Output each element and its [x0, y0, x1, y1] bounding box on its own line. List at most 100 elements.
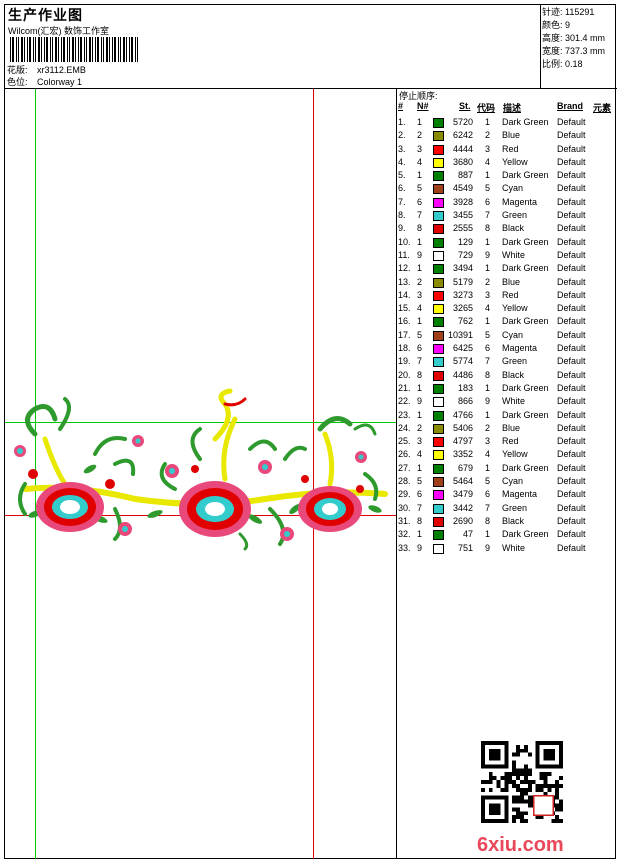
- row-index: 1.: [398, 117, 406, 127]
- row-index: 17.: [398, 329, 411, 340]
- qr-module: [516, 772, 521, 777]
- stop-sequence-title: 停止顺序:: [399, 91, 438, 101]
- row-stitches: 3273: [452, 289, 473, 300]
- qr-module: [539, 764, 544, 769]
- qr-module: [496, 764, 501, 769]
- row-index: 13.: [398, 276, 411, 287]
- color-swatch: [433, 503, 444, 514]
- table-row: 23. 1 4766 1 Dark Green Default: [397, 409, 617, 422]
- design-file-line: 花版: xr3112.EMB: [7, 63, 86, 76]
- scale: 比例: 0.18: [542, 59, 583, 69]
- row-description: Black: [502, 369, 525, 380]
- qr-module: [523, 776, 528, 781]
- qr-module: [520, 772, 524, 777]
- row-brand: Default: [557, 223, 586, 234]
- row-brand: Default: [557, 515, 586, 526]
- qr-module: [516, 799, 521, 804]
- table-row: 29. 6 3479 6 Magenta Default: [397, 488, 617, 501]
- barcode-bar: [118, 37, 119, 62]
- site-logo: 6xiu.com: [477, 834, 564, 856]
- row-needle: 7: [417, 502, 423, 513]
- qr-module: [543, 748, 548, 753]
- row-stitches: 887: [457, 170, 473, 181]
- barcode-bar: [67, 37, 68, 62]
- barcode-bar: [78, 37, 79, 62]
- qr-module: [523, 819, 528, 823]
- color-swatch: [433, 290, 444, 301]
- row-needle: 4: [417, 449, 423, 460]
- qr-module: [559, 744, 563, 749]
- qr-module: [523, 768, 528, 773]
- col-header-stitches: St.: [459, 101, 471, 111]
- row-needle: 1: [417, 170, 423, 181]
- qr-module: [516, 768, 521, 773]
- qr-module: [492, 756, 497, 761]
- color-swatch: [433, 330, 444, 341]
- row-brand: Default: [557, 276, 586, 287]
- row-brand: Default: [557, 396, 586, 407]
- row-index: 19.: [398, 356, 411, 367]
- color-swatch: [433, 211, 444, 222]
- row-index: 7.: [398, 196, 406, 207]
- row-stitches: 6425: [452, 343, 473, 354]
- qr-module: [547, 783, 552, 788]
- qr-module: [547, 787, 552, 792]
- row-needle: 1: [417, 263, 423, 274]
- row-needle: 1: [417, 236, 423, 247]
- table-row: 12. 1 3494 1 Dark Green Default: [397, 262, 617, 275]
- row-index: 8.: [398, 210, 406, 221]
- qr-module: [504, 748, 509, 753]
- qr-module: [555, 815, 560, 820]
- barcode-bar: [29, 37, 31, 62]
- row-code: 3: [485, 289, 491, 300]
- color-swatch: [433, 410, 444, 421]
- qr-module: [520, 748, 524, 753]
- row-description: Blue: [502, 130, 521, 141]
- qr-module: [504, 764, 509, 769]
- colorway-label: 色位:: [7, 77, 28, 87]
- color-swatch: [433, 490, 444, 501]
- row-index: 5.: [398, 170, 406, 181]
- qr-module: [543, 741, 548, 745]
- qr-module: [516, 783, 521, 788]
- row-needle: 9: [417, 396, 423, 407]
- row-needle: 3: [417, 436, 423, 447]
- qr-module: [492, 819, 497, 823]
- qr-module: [516, 744, 521, 749]
- qr-module: [535, 748, 540, 753]
- barcode-bar: [129, 37, 130, 62]
- qr-module: [527, 780, 532, 784]
- qr-module: [500, 787, 505, 792]
- qr-module: [555, 783, 560, 788]
- row-needle: 1: [417, 409, 423, 420]
- row-description: Cyan: [502, 329, 524, 340]
- qr-module: [531, 780, 536, 784]
- qr-module: [535, 744, 540, 749]
- row-description: Blue: [502, 276, 521, 287]
- row-stitches: 3455: [452, 210, 473, 221]
- qr-module: [547, 764, 552, 769]
- qr-module: [543, 772, 548, 777]
- qr-module: [547, 756, 552, 761]
- row-stitches: 3265: [452, 303, 473, 314]
- barcode-bar: [97, 37, 99, 62]
- qr-module: [543, 776, 548, 781]
- table-row: 18. 6 6425 6 Magenta Default: [397, 342, 617, 355]
- row-stitches: 5720: [452, 117, 473, 127]
- page-title: 生产作业图: [8, 7, 83, 23]
- qr-module: [481, 760, 485, 765]
- row-stitches: 3352: [452, 449, 473, 460]
- row-index: 25.: [398, 436, 411, 447]
- table-row: 17. 5 10391 5 Cyan Default: [397, 329, 617, 342]
- qr-module: [520, 811, 524, 816]
- barcode-bar: [131, 37, 133, 62]
- qr-module: [516, 776, 521, 781]
- row-needle: 5: [417, 183, 423, 194]
- qr-module: [504, 819, 509, 823]
- row-code: 1: [485, 263, 491, 274]
- row-stitches: 10391: [447, 329, 473, 340]
- qr-module: [527, 803, 532, 808]
- row-description: White: [502, 249, 526, 260]
- row-brand: Default: [557, 249, 586, 260]
- row-needle: 3: [417, 143, 423, 154]
